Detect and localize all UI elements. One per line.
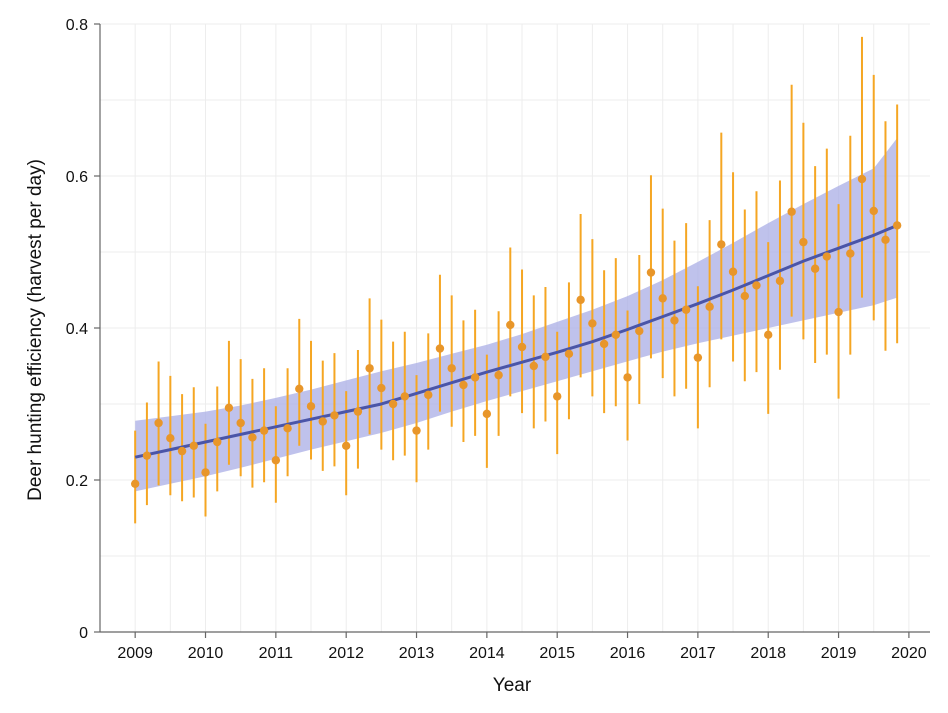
data-point <box>834 307 843 317</box>
data-point <box>330 411 339 420</box>
data-point <box>846 249 855 258</box>
data-point <box>529 361 538 371</box>
data-point <box>869 206 878 216</box>
data-point <box>224 403 234 412</box>
data-point <box>142 451 152 460</box>
data-point <box>564 349 574 359</box>
y-tick-label: 0.2 <box>66 473 88 490</box>
data-point <box>799 237 808 247</box>
x-tick-label: 2015 <box>539 645 575 662</box>
data-point <box>494 370 503 380</box>
data-point <box>857 174 867 184</box>
data-point <box>787 207 796 216</box>
x-tick-label: 2012 <box>328 645 364 662</box>
data-point <box>717 240 726 249</box>
data-point <box>482 409 492 419</box>
x-tick-label: 2014 <box>469 645 505 662</box>
x-tick-label: 2011 <box>259 645 294 662</box>
data-point <box>623 373 632 382</box>
x-tick-label: 2019 <box>821 645 857 662</box>
x-tick-label: 2016 <box>610 645 646 662</box>
data-point <box>705 302 714 311</box>
data-point <box>588 319 597 328</box>
data-point <box>670 316 679 325</box>
y-tick-label: 0.8 <box>66 17 88 34</box>
data-point <box>892 221 902 230</box>
data-point <box>764 330 773 340</box>
data-point <box>775 276 785 286</box>
data-point <box>353 407 363 416</box>
data-point <box>189 441 198 450</box>
x-tick-label: 2010 <box>188 645 224 662</box>
data-point <box>435 344 445 353</box>
data-point <box>646 268 656 277</box>
data-point <box>201 468 210 477</box>
data-point <box>318 417 327 426</box>
data-point <box>752 281 761 290</box>
x-tick-label: 2018 <box>750 645 786 662</box>
grid-lines <box>100 23 930 633</box>
data-point <box>681 305 691 314</box>
data-point <box>177 446 187 456</box>
data-point <box>470 373 480 382</box>
data-point <box>306 402 316 411</box>
x-tick-label: 2017 <box>680 645 716 662</box>
data-point <box>424 390 433 400</box>
data-point <box>412 426 421 435</box>
data-point <box>635 326 644 336</box>
x-tick-label: 2020 <box>891 645 927 662</box>
data-point <box>728 267 738 276</box>
x-tick-label: 2009 <box>117 645 153 662</box>
confidence-band <box>135 138 898 492</box>
data-point <box>881 235 890 245</box>
data-point <box>365 364 374 373</box>
data-point <box>611 330 620 340</box>
data-point <box>377 383 386 393</box>
y-tick-label: 0.4 <box>66 321 88 338</box>
data-point <box>166 434 175 443</box>
data-point <box>553 392 562 401</box>
data-point <box>576 295 585 305</box>
data-point <box>517 342 527 352</box>
confidence-band-area <box>135 138 898 492</box>
x-tick-label: 2013 <box>399 645 435 662</box>
data-point <box>822 252 832 261</box>
data-point <box>447 364 456 373</box>
data-point <box>271 456 281 465</box>
data-point <box>283 424 292 433</box>
tick-labels: 2009 2010 2011 2012 2013 2014 2015 2016 2017 2018… <box>66 17 927 662</box>
data-point <box>599 339 609 349</box>
data-point <box>400 392 409 401</box>
data-point <box>810 264 820 273</box>
data-point <box>541 352 550 362</box>
data-point <box>740 291 749 301</box>
data-point <box>341 441 351 450</box>
y-tick-label: 0 <box>79 625 88 642</box>
data-point <box>248 433 257 442</box>
data-point <box>658 294 667 303</box>
y-tick-label: 0.6 <box>66 169 88 186</box>
data-point <box>459 380 468 390</box>
data-point <box>388 399 398 409</box>
data-point <box>154 418 163 428</box>
data-point <box>259 426 269 435</box>
x-axis-title: Year <box>493 675 532 696</box>
data-point <box>295 384 304 393</box>
data-point <box>130 479 140 488</box>
data-points <box>130 174 902 488</box>
data-point <box>506 320 515 330</box>
y-axis-title: Deer hunting efficiency (harvest per day… <box>25 159 46 501</box>
data-point <box>236 418 245 428</box>
data-point <box>693 353 703 362</box>
data-point <box>213 437 222 447</box>
